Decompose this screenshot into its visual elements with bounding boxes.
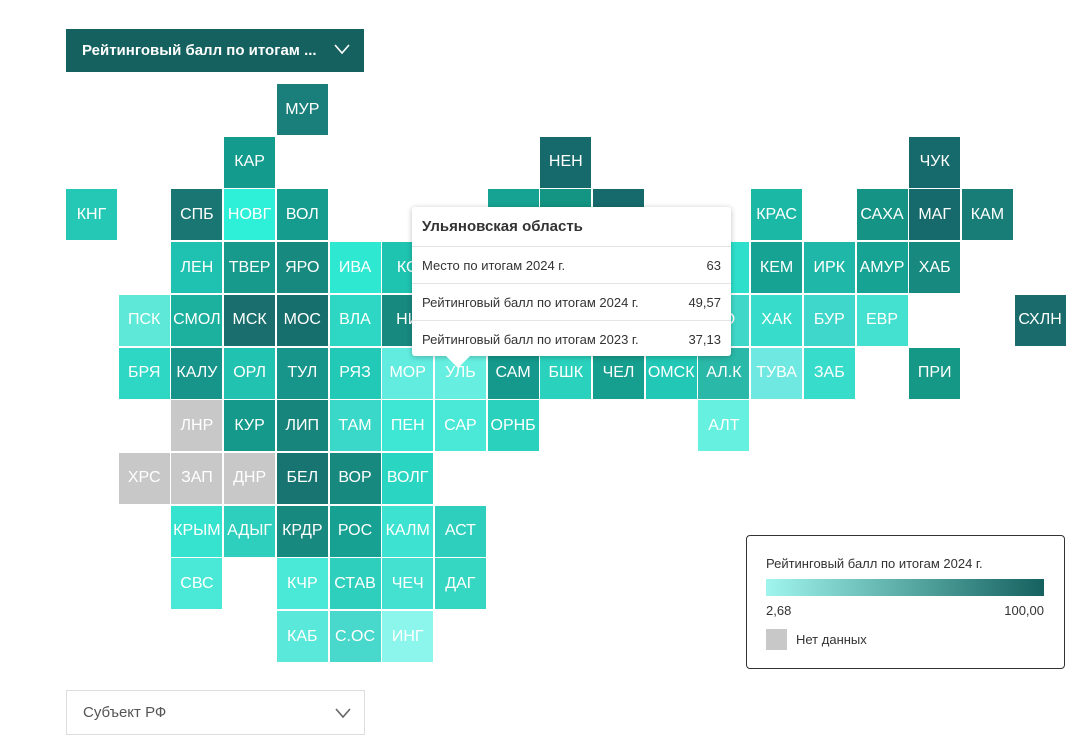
region-tile[interactable]: МСК	[224, 294, 276, 346]
region-tile[interactable]: ИВА	[329, 242, 381, 294]
region-tile[interactable]: МОС	[276, 294, 328, 346]
region-tile[interactable]: ПЕН	[382, 400, 434, 452]
tooltip-row-value: 37,13	[688, 331, 721, 347]
region-tile[interactable]: ПРИ	[909, 347, 961, 399]
region-tile[interactable]: АДЫГ	[224, 505, 276, 557]
region-tile[interactable]: ОРЛ	[224, 347, 276, 399]
region-tile[interactable]: АСТ	[434, 505, 486, 557]
region-tile[interactable]: КАЛУ	[171, 347, 223, 399]
tooltip-row-label: Рейтинговый балл по итогам 2024 г.	[422, 294, 639, 310]
region-tile[interactable]: МУР	[276, 84, 328, 135]
region-tile[interactable]: ЛЕН	[171, 242, 223, 294]
region-tile[interactable]: САХА	[856, 189, 908, 241]
region-tile[interactable]: ДНР	[224, 452, 276, 504]
region-dropdown-text: Субъект РФ	[83, 704, 167, 721]
region-tile[interactable]: СВС	[171, 558, 223, 610]
region-tile[interactable]: ОМСК	[645, 347, 697, 399]
region-tile[interactable]: ЯРО	[276, 242, 328, 294]
region-tile[interactable]: БШК	[540, 347, 592, 399]
region-tile[interactable]: ЛНР	[171, 400, 223, 452]
region-tile[interactable]: КЧР	[276, 558, 328, 610]
region-tile[interactable]: ТУЛ	[276, 347, 328, 399]
legend: Рейтинговый балл по итогам 2024 г. 2,68 …	[746, 535, 1065, 669]
tooltip-title: Ульяновская область	[422, 218, 583, 235]
region-tile[interactable]: КАР	[224, 136, 276, 188]
region-tile[interactable]: КАЛМ	[382, 505, 434, 557]
region-tile[interactable]: ЧЕЧ	[382, 558, 434, 610]
region-tile[interactable]: ЛИП	[276, 400, 328, 452]
region-tile[interactable]: ИНГ	[382, 611, 434, 662]
region-tile[interactable]: РЯЗ	[329, 347, 381, 399]
region-tile[interactable]: НЕН	[540, 136, 592, 188]
region-tile[interactable]: РОС	[329, 505, 381, 557]
region-tile[interactable]: ХАК	[751, 294, 803, 346]
region-tile[interactable]: БУР	[803, 294, 855, 346]
legend-title: Рейтинговый балл по итогам 2024 г.	[766, 556, 983, 571]
region-tile[interactable]: КАБ	[276, 611, 328, 662]
region-tile[interactable]: КЕМ	[751, 242, 803, 294]
region-tile[interactable]: С.ОС	[329, 611, 381, 662]
region-tile[interactable]: ЗАБ	[803, 347, 855, 399]
region-tile[interactable]: БРЯ	[118, 347, 170, 399]
region-tile[interactable]: ХАБ	[909, 242, 961, 294]
metric-dropdown-text: Рейтинговый балл по итогам ...	[82, 42, 317, 59]
tooltip-row: Рейтинговый балл по итогам 2023 г. 37,13	[412, 320, 731, 357]
region-tile[interactable]: НОВГ	[224, 189, 276, 241]
region-tile[interactable]: ЧУК	[909, 136, 961, 188]
region-tile[interactable]: АЛТ	[698, 400, 750, 452]
region-tile[interactable]: САР	[434, 400, 486, 452]
region-tile[interactable]: МАГ	[909, 189, 961, 241]
region-tile[interactable]: КУР	[224, 400, 276, 452]
region-tile[interactable]: АЛ.К	[698, 347, 750, 399]
region-tile[interactable]: ЕВР	[856, 294, 908, 346]
no-data-label: Нет данных	[796, 632, 867, 647]
region-tile[interactable]: КРДР	[276, 505, 328, 557]
tooltip-row-value: 63	[706, 257, 721, 273]
tooltip-row-value: 49,57	[688, 294, 721, 310]
tooltip: Ульяновская область Место по итогам 2024…	[412, 207, 731, 368]
legend-gradient	[766, 579, 1044, 596]
tooltip-row-label: Рейтинговый балл по итогам 2023 г.	[422, 331, 639, 347]
region-tile[interactable]: КРАС	[751, 189, 803, 241]
tooltip-row-label: Место по итогам 2024 г.	[422, 257, 566, 273]
region-tile[interactable]: СТАВ	[329, 558, 381, 610]
tooltip-row: Рейтинговый балл по итогам 2024 г. 49,57	[412, 283, 731, 320]
region-tile[interactable]: ОРНБ	[487, 400, 539, 452]
no-data-swatch	[766, 629, 787, 650]
region-dropdown[interactable]: Субъект РФ	[66, 690, 365, 735]
region-tile[interactable]: СПБ	[171, 189, 223, 241]
region-tile[interactable]: ИРК	[803, 242, 855, 294]
region-tile[interactable]: БЕЛ	[276, 452, 328, 504]
region-tile[interactable]: САМ	[487, 347, 539, 399]
metric-dropdown[interactable]: Рейтинговый балл по итогам ...	[66, 29, 364, 72]
chevron	[335, 708, 351, 719]
region-tile[interactable]: ТВЕР	[224, 242, 276, 294]
region-tile[interactable]: ВЛА	[329, 294, 381, 346]
region-tile[interactable]: СМОЛ	[171, 294, 223, 346]
region-tile[interactable]: ЧЕЛ	[593, 347, 644, 399]
region-tile[interactable]: КНГ	[66, 189, 117, 241]
region-tile[interactable]: ЗАП	[171, 452, 223, 504]
region-tile[interactable]: ТУВА	[751, 347, 803, 399]
region-tile[interactable]: МОР	[382, 347, 434, 399]
region-tile[interactable]: ВОЛ	[276, 189, 328, 241]
region-tile[interactable]: АМУР	[856, 242, 908, 294]
legend-min: 2,68	[766, 603, 792, 618]
chevron	[334, 44, 350, 55]
region-tile[interactable]: ПСК	[118, 294, 170, 346]
region-tile[interactable]: ТАМ	[329, 400, 381, 452]
region-tile[interactable]: ВОЛГ	[382, 452, 434, 504]
region-tile[interactable]: ВОР	[329, 452, 381, 504]
region-tile[interactable]: КАМ	[961, 189, 1013, 241]
tooltip-arrow	[445, 355, 471, 368]
region-tile[interactable]: СХЛН	[1014, 294, 1066, 346]
region-tile[interactable]: ДАГ	[434, 558, 486, 610]
region-tile[interactable]: ХРС	[118, 452, 170, 504]
legend-max: 100,00	[1004, 603, 1044, 618]
region-tile[interactable]: КРЫМ	[171, 505, 223, 557]
tooltip-row: Место по итогам 2024 г. 63	[412, 246, 731, 283]
